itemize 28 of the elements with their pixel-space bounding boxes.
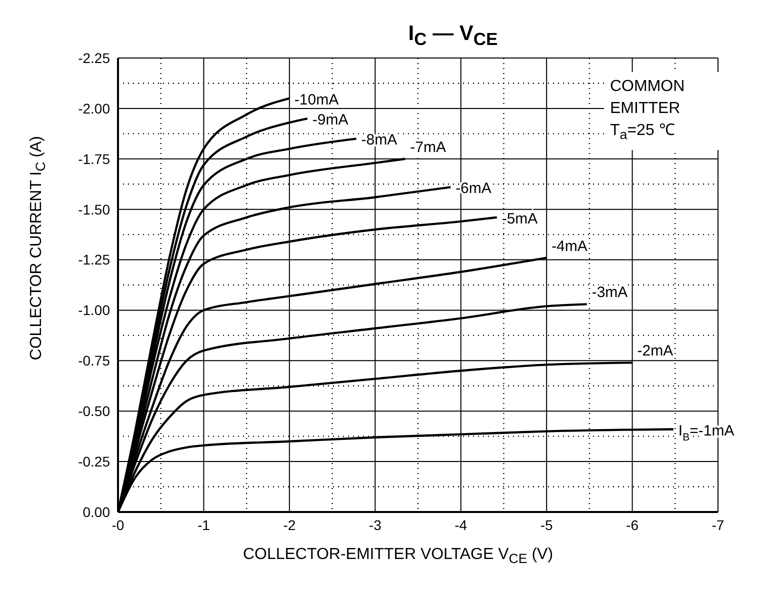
series-label: -7mA xyxy=(410,138,446,156)
chart-title: I$_{C}$ — V$_{CE}$ xyxy=(407,22,499,50)
y-tick-label: -0.75 xyxy=(78,352,110,369)
x-tick-label: -2 xyxy=(283,516,296,533)
x-tick-label: -0 xyxy=(112,516,124,533)
series-label: -4mA xyxy=(552,238,588,255)
y-tick-label: -1.50 xyxy=(78,201,110,218)
y-tick-label: -2.00 xyxy=(78,100,110,116)
y-tick-label: -0.50 xyxy=(78,403,110,420)
y-tick-label: 0.00 xyxy=(82,504,110,520)
x-tick-label: -1 xyxy=(197,516,210,533)
y-tick-label: -2.25 xyxy=(78,50,110,66)
x-tick-label: -7 xyxy=(712,516,724,533)
x-tick-label: -3 xyxy=(368,516,382,533)
annotation: COMMON EMITTER T$_{a}$=25 ℃ xyxy=(604,72,720,150)
y-tick-label: -1.75 xyxy=(78,150,110,167)
x-tick-label: -4 xyxy=(454,516,468,533)
series-label: -2mA xyxy=(637,342,674,360)
x-tick-label: -6 xyxy=(626,516,639,533)
series-label: -9mA xyxy=(312,112,348,128)
y-tick-label: -0.25 xyxy=(78,454,110,470)
series-label: -10mA xyxy=(294,91,339,108)
y-tick-label: -1.25 xyxy=(78,252,110,268)
series-label: -5mA xyxy=(502,210,538,228)
x-tick-label: -5 xyxy=(540,516,554,533)
x-axis-title: COLLECTOR-EMITTER VOLTAGE V$_{CE}$ (V) xyxy=(242,546,554,566)
series-label: -3mA xyxy=(592,284,628,302)
y-tick-label: -1.00 xyxy=(78,302,110,318)
